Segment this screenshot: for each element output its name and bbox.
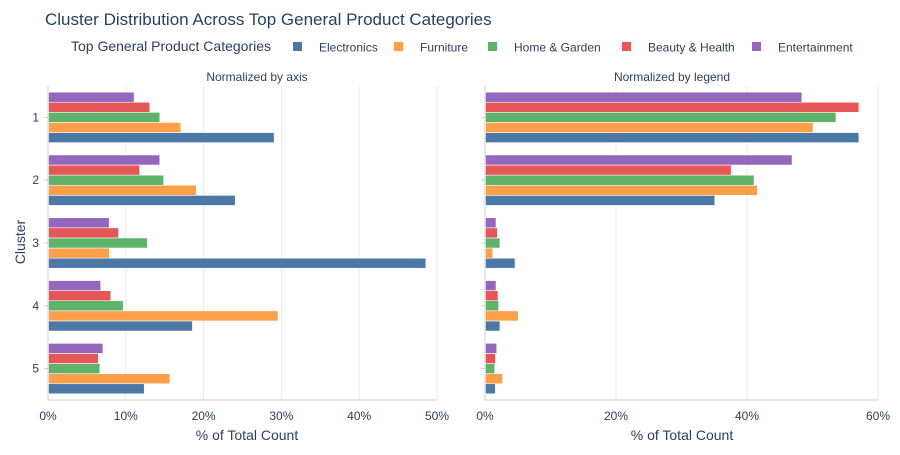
bar-legend-cluster-2-beauty-health[interactable] — [485, 164, 732, 176]
bar-axis-cluster-5-entertainment[interactable] — [48, 343, 104, 354]
bar-legend-cluster-4-home-garden[interactable] — [485, 300, 499, 312]
bar-axis-cluster-1-beauty-health[interactable] — [48, 102, 150, 113]
bar-legend-cluster-5-home-garden[interactable] — [485, 363, 495, 374]
x-tick-label: 50% — [425, 409, 449, 423]
legend-title: Top General Product Categories — [71, 38, 271, 54]
panel-1-x-axis-title: % of Total Count — [631, 427, 734, 443]
bar-legend-cluster-5-entertainment[interactable] — [485, 343, 497, 354]
y-tick-label: 2 — [32, 173, 39, 187]
bar-legend-cluster-5-furniture[interactable] — [485, 373, 503, 384]
bar-axis-cluster-2-beauty-health[interactable] — [48, 164, 140, 176]
bar-legend-cluster-1-furniture[interactable] — [485, 122, 814, 133]
bar-axis-cluster-3-furniture[interactable] — [48, 247, 110, 259]
bar-legend-cluster-1-electronics[interactable] — [485, 132, 860, 143]
panel-0-subtitle: Normalized by axis — [206, 70, 307, 84]
bar-axis-cluster-3-entertainment[interactable] — [48, 217, 110, 229]
bar-axis-cluster-5-furniture[interactable] — [48, 373, 171, 384]
bar-legend-cluster-2-home-garden[interactable] — [485, 174, 755, 186]
bar-legend-cluster-1-home-garden[interactable] — [485, 112, 837, 123]
bar-axis-cluster-3-beauty-health[interactable] — [48, 227, 119, 239]
chart-title: Cluster Distribution Across Top General … — [45, 10, 492, 29]
legend-item-furniture[interactable]: Furniture — [394, 41, 468, 55]
x-tick-label: 0% — [39, 409, 57, 423]
panel-0-x-axis-title: % of Total Count — [196, 427, 299, 443]
bar-legend-cluster-4-beauty-health[interactable] — [485, 290, 499, 301]
x-tick-label: 20% — [604, 409, 628, 423]
legend-label: Furniture — [420, 41, 468, 55]
legend-item-electronics[interactable]: Electronics — [293, 41, 378, 55]
bar-legend-cluster-2-entertainment[interactable] — [485, 154, 793, 166]
legend-swatch — [622, 42, 631, 51]
bar-legend-cluster-5-electronics[interactable] — [485, 383, 496, 395]
bar-legend-cluster-2-electronics[interactable] — [485, 195, 715, 206]
x-tick-label: 0% — [476, 409, 494, 423]
x-tick-label: 60% — [866, 409, 890, 423]
bar-legend-cluster-5-beauty-health[interactable] — [485, 353, 496, 364]
x-tick-label: 20% — [192, 409, 216, 423]
bar-legend-cluster-4-entertainment[interactable] — [485, 280, 497, 291]
bar-axis-cluster-1-electronics[interactable] — [48, 132, 275, 143]
bar-axis-cluster-5-electronics[interactable] — [48, 383, 145, 395]
panel-normalized-by-legend: Normalized by legend % of Total Count 0%… — [476, 70, 890, 443]
y-tick-label: 4 — [32, 299, 39, 313]
bar-axis-cluster-5-beauty-health[interactable] — [48, 353, 99, 364]
bar-axis-cluster-4-furniture[interactable] — [48, 310, 279, 322]
bar-legend-cluster-3-furniture[interactable] — [485, 247, 493, 259]
bar-axis-cluster-1-entertainment[interactable] — [48, 91, 135, 103]
x-tick-label: 10% — [114, 409, 138, 423]
y-tick-label: 5 — [32, 362, 39, 376]
x-tick-label: 40% — [735, 409, 759, 423]
legend-label: Beauty & Health — [648, 41, 735, 55]
bar-axis-cluster-3-home-garden[interactable] — [48, 237, 148, 249]
bar-legend-cluster-4-furniture[interactable] — [485, 310, 519, 322]
bar-axis-cluster-4-beauty-health[interactable] — [48, 290, 111, 301]
bar-axis-cluster-2-furniture[interactable] — [48, 185, 197, 196]
bar-axis-cluster-2-entertainment[interactable] — [48, 154, 161, 166]
bar-legend-cluster-3-entertainment[interactable] — [485, 217, 497, 229]
legend-swatch — [488, 42, 497, 51]
bar-axis-cluster-2-electronics[interactable] — [48, 195, 236, 206]
x-tick-label: 40% — [347, 409, 371, 423]
bar-legend-cluster-4-electronics[interactable] — [485, 320, 501, 332]
bar-axis-cluster-4-electronics[interactable] — [48, 320, 193, 332]
legend-item-beauty-health[interactable]: Beauty & Health — [622, 41, 735, 55]
legend-label: Entertainment — [778, 41, 853, 55]
bar-legend-cluster-3-home-garden[interactable] — [485, 237, 501, 249]
bar-axis-cluster-1-home-garden[interactable] — [48, 112, 161, 123]
legend-swatch — [752, 42, 761, 51]
bar-legend-cluster-1-entertainment[interactable] — [485, 91, 803, 103]
bar-axis-cluster-1-furniture[interactable] — [48, 122, 182, 133]
y-tick-label: 3 — [32, 236, 39, 250]
legend-label: Electronics — [319, 41, 378, 55]
bar-axis-cluster-2-home-garden[interactable] — [48, 174, 164, 186]
bar-legend-cluster-3-electronics[interactable] — [485, 257, 516, 269]
legend[interactable]: Electronics Furniture Home & Garden Beauty … — [293, 41, 853, 55]
bar-axis-cluster-4-entertainment[interactable] — [48, 280, 101, 291]
bar-legend-cluster-3-beauty-health[interactable] — [485, 227, 498, 239]
panel-normalized-by-axis: Normalized by axis % of Total Count 0% 10… — [32, 70, 449, 443]
legend-swatch — [293, 42, 302, 51]
legend-item-entertainment[interactable]: Entertainment — [752, 41, 853, 55]
bar-axis-cluster-5-home-garden[interactable] — [48, 363, 101, 374]
bar-legend-cluster-1-beauty-health[interactable] — [485, 102, 860, 113]
bar-axis-cluster-4-home-garden[interactable] — [48, 300, 124, 312]
y-tick-label: 1 — [32, 110, 39, 124]
legend-item-home-garden[interactable]: Home & Garden — [488, 41, 601, 55]
bar-axis-cluster-3-electronics[interactable] — [48, 257, 427, 269]
legend-label: Home & Garden — [514, 41, 601, 55]
y-axis-title: Cluster — [12, 219, 28, 264]
legend-swatch — [394, 42, 403, 51]
bar-legend-cluster-2-furniture[interactable] — [485, 185, 758, 196]
panel-1-subtitle: Normalized by legend — [614, 70, 730, 84]
x-tick-label: 30% — [269, 409, 293, 423]
